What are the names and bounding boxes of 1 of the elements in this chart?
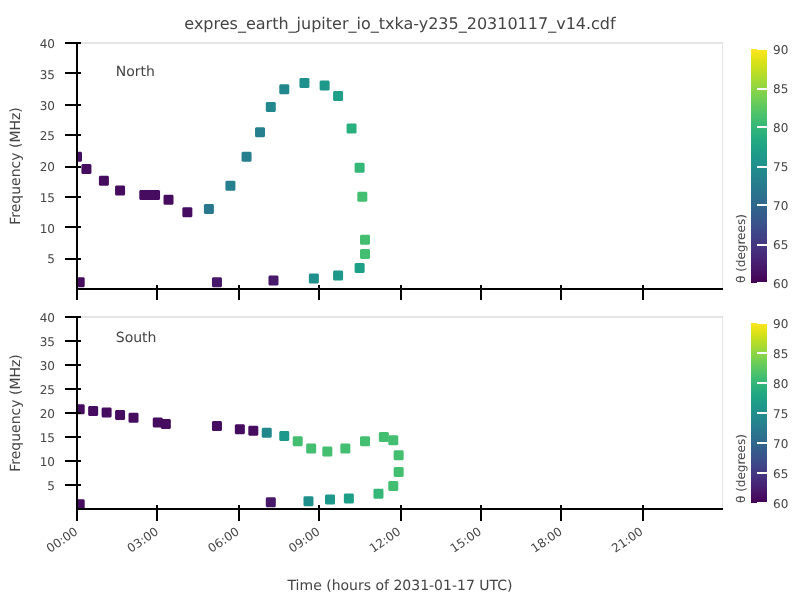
chart-title: expres_earth_jupiter_io_txka-y235_20310117_v14.cdf bbox=[184, 15, 617, 33]
